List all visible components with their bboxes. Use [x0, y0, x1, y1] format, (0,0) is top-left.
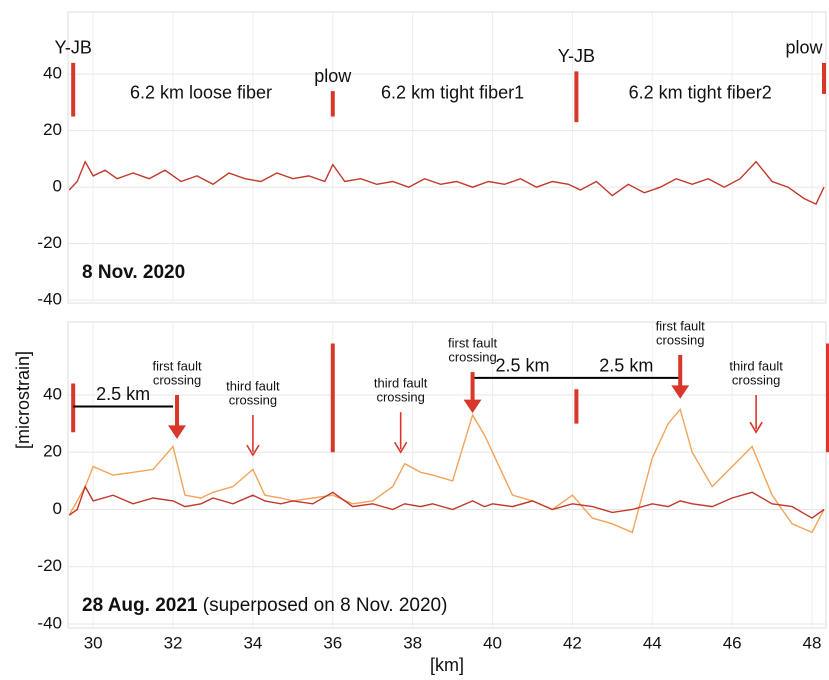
arrow-head [749, 421, 763, 434]
marker-label: plow [785, 38, 823, 58]
arrow-head [393, 441, 408, 454]
y-tick-label: 20 [43, 120, 62, 139]
y-tick-label: 20 [43, 442, 62, 461]
x-tick-label: 48 [803, 633, 822, 652]
panel-title-text: 28 Aug. 2021 [82, 595, 198, 616]
scale-bar-label: 2.5 km [96, 384, 150, 404]
arrow-label: crossing [732, 372, 780, 387]
y-tick-label: -20 [37, 556, 62, 575]
x-tick-label: 34 [243, 633, 262, 652]
panel-subtitle: (superposed on 8 Nov. 2020) [203, 595, 448, 616]
scale-bar-label: 2.5 km [599, 356, 653, 376]
marker-label: plow [314, 66, 352, 86]
y-tick-label: -40 [37, 613, 62, 632]
arrow-head [463, 399, 482, 414]
marker-label: Y-JB [558, 46, 595, 66]
arrow-label: crossing [448, 350, 496, 365]
panel-title: 8 Nov. 2020 [82, 262, 185, 283]
arrow-label: first fault [448, 336, 498, 351]
section-label: 6.2 km tight fiber1 [381, 83, 524, 103]
arrow-label: first fault [656, 318, 706, 333]
arrow-label: first fault [152, 358, 202, 373]
y-axis-label: [microstrain] [13, 351, 33, 449]
y-tick-label: -20 [37, 233, 62, 252]
plot-frame [67, 321, 827, 629]
marker-label: Y-JB [55, 38, 92, 58]
arrow-label: third fault [729, 358, 783, 373]
section-label: 6.2 km loose fiber [130, 83, 272, 103]
section-label: 6.2 km tight fiber2 [629, 83, 772, 103]
x-tick-label: 32 [164, 633, 183, 652]
y-tick-label: 0 [53, 499, 62, 518]
plot-frame [67, 11, 827, 304]
arrow-head [246, 444, 260, 457]
x-tick-label: 40 [483, 633, 502, 652]
x-tick-label: 38 [403, 633, 422, 652]
y-tick-label: 40 [43, 64, 62, 83]
x-tick-label: 44 [643, 633, 662, 652]
smoothed-line [68, 407, 825, 534]
arrow-label: third fault [226, 378, 280, 393]
scale-bar-label: 2.5 km [495, 356, 549, 376]
arrow-head [168, 425, 186, 439]
y-tick-label: -40 [37, 290, 62, 309]
y-tick-label: 40 [43, 384, 62, 403]
panel-title-text: 8 Nov. 2020 [82, 262, 185, 283]
arrow-label: crossing [229, 392, 277, 407]
panel-title: 28 Aug. 2021 (superposed on 8 Nov. 2020) [82, 595, 447, 616]
smoothed-line [68, 160, 825, 206]
arrow-label: crossing [376, 390, 424, 405]
x-tick-label: 30 [84, 633, 103, 652]
arrow-head [671, 385, 690, 399]
arrow-label: crossing [153, 372, 201, 387]
arrow-label: third fault [374, 376, 428, 391]
x-tick-label: 36 [323, 633, 342, 652]
smoothed-line [68, 484, 825, 519]
y-tick-label: 0 [53, 177, 62, 196]
x-axis-label: [km] [430, 655, 464, 675]
x-tick-label: 42 [563, 633, 582, 652]
arrow-label: crossing [656, 332, 704, 347]
x-tick-label: 46 [723, 633, 742, 652]
